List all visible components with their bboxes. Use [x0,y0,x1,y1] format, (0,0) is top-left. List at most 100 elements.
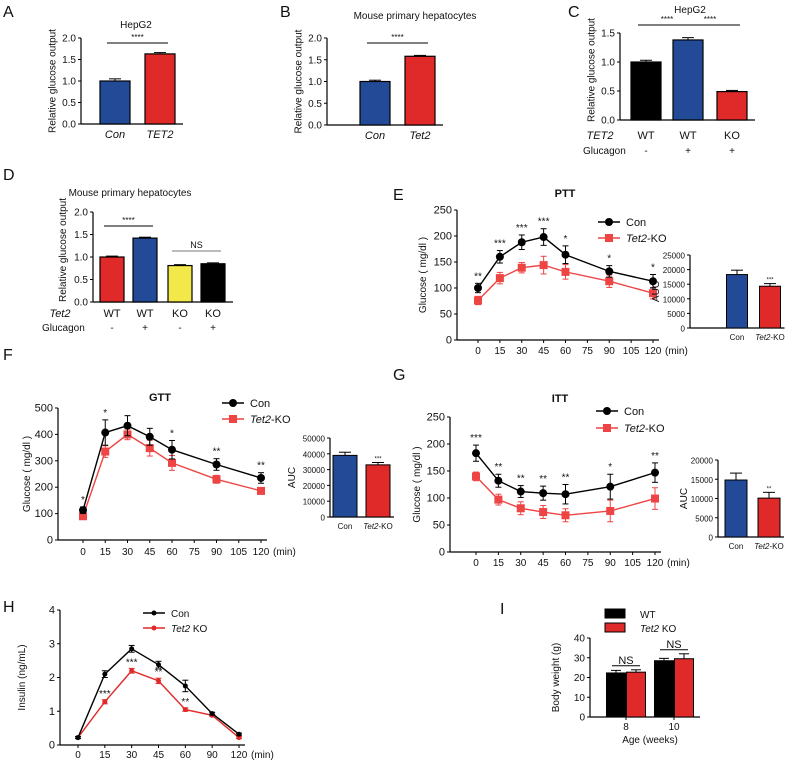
y-tick-label: 0 [681,325,686,334]
significance-label: * [103,408,107,419]
x-tick-label: 90 [604,346,616,357]
category-label: WT [103,308,120,320]
significance-label: ** [539,474,547,485]
significance-label: ** [474,271,482,282]
y-tick-label: 0 [579,713,585,724]
marker-square [605,234,613,242]
marker-square [474,296,482,305]
significance-label: *** [766,278,774,284]
y-tick-label: 40 [574,634,586,645]
y-axis-label: Relative glucose output [58,198,69,302]
category-label: Tet2-KO [754,542,784,551]
y-tick-label: 150 [434,257,452,269]
significance-label: NS [618,655,633,667]
legend-label: Tet2 KO [640,624,677,635]
marker-square [257,486,265,495]
marker-circle [539,489,548,498]
x-tick-label: 45 [538,558,550,569]
bar [200,263,226,303]
y-tick-label: 5000 [695,514,713,523]
series-1 [474,255,657,306]
y-tick-label: 200 [427,439,445,451]
y-tick-label: 200 [35,482,53,494]
genotype-row-label: TET2 [587,130,614,142]
panel-letter: E [393,187,404,204]
y-tick-label: 25000 [663,252,686,261]
x-tick-label: 75 [582,558,594,569]
y-tick-label: 0.0 [74,298,88,309]
y-tick-label: 30 [574,653,586,664]
x-tick-label: 120 [231,750,248,761]
y-tick-label: 20 [574,673,586,684]
y-axis-label: Insulin (ng/mL) [17,644,28,710]
y-tick-label: 30000 [303,466,326,475]
treatment-label: - [644,146,647,157]
y-tick-label: 20000 [691,457,714,466]
y-tick-label: 0 [709,534,714,543]
marker-square [603,424,611,432]
marker-circle [212,460,221,469]
panel-letter: C [568,4,580,21]
y-axis-label: Relative glucose output [294,29,305,133]
y-tick-label: 0.0 [308,121,322,132]
marker-dot [156,662,161,668]
y-tick-label: 100 [35,508,53,520]
marker-dot [236,731,242,737]
marker-square [516,504,525,513]
significance-label: **** [391,33,403,42]
y-tick-label: 1 [49,706,55,718]
x-tick-label: 45 [153,750,165,761]
marker-square [212,475,221,484]
bar [99,80,131,125]
y-axis-label: Glucose ( mg/dl ) [418,237,429,313]
panel-F: 0 100 200 300 400 500 0 15 30 45 60 75 90 105 120 (min)… [22,392,394,558]
x-tick-label: 0 [475,346,481,357]
marker-square [651,494,659,503]
x-unit-label: (min) [273,547,296,558]
y-axis-label: Body weight (g) [551,643,562,712]
category-label: Con [730,333,745,342]
y-tick-label: 0 [49,740,55,752]
marker-square [229,415,237,423]
bar [359,80,391,126]
category-label: WT [637,130,654,142]
chart-title: ITT [552,393,569,405]
marker-circle [605,267,614,276]
significance-label: * [81,495,85,506]
x-tick-label: 30 [516,346,528,357]
x-tick-label: 30 [122,547,134,558]
significance-label: * [170,428,174,439]
panel-letter: A [3,4,14,21]
legend-label: Tet2-KO [250,414,291,426]
marker-circle [145,432,154,441]
chart-title: GTT [149,392,171,404]
marker-circle [168,445,176,454]
bar [716,90,748,121]
treatment-row-label: Glucagon [42,323,85,334]
x-tick-label: 90 [211,547,223,558]
category-label: KO [205,308,221,320]
bar [404,55,436,126]
significance-label: *** [374,456,382,462]
category-label: WT [679,130,696,142]
marker-square [145,444,154,453]
significance-label: ** [517,474,525,485]
treatment-row-label: Glucagon [583,146,626,157]
chart-title: HepG2 [674,5,706,16]
panel-letter: D [3,167,15,184]
category-label: Con [105,129,125,141]
bar [724,479,748,538]
bar [626,671,646,718]
y-tick-label: 250 [427,412,445,424]
category-label: Tet2-KO [755,333,785,342]
legend-label: Con [624,406,644,418]
y-tick-label: 4 [49,605,55,617]
y-tick-label: 100 [427,493,445,505]
marker-circle [494,476,503,485]
marker-square [539,261,548,270]
treatment-label: + [729,146,735,157]
panel-letter: B [280,4,291,21]
category-label: KO [172,308,188,320]
y-tick-label: 1.0 [74,253,88,264]
